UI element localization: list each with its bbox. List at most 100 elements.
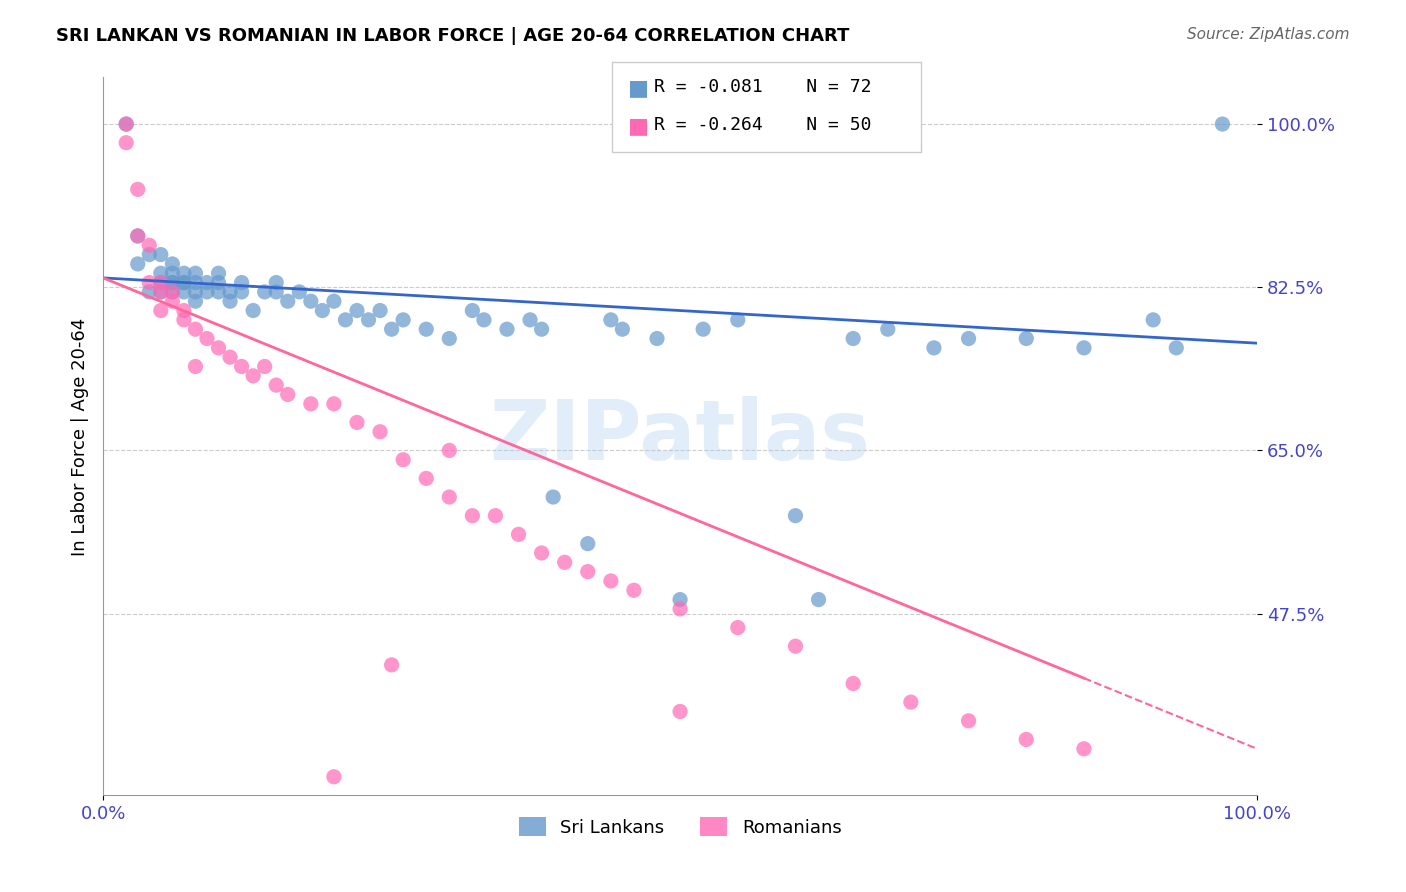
Y-axis label: In Labor Force | Age 20-64: In Labor Force | Age 20-64 <box>72 318 89 556</box>
Point <box>264 285 287 299</box>
Point <box>253 285 276 299</box>
Point <box>669 602 692 616</box>
Point <box>231 359 253 374</box>
Text: ZIPatlas: ZIPatlas <box>489 396 870 477</box>
Point <box>599 574 621 588</box>
Point <box>392 452 415 467</box>
Point <box>508 527 530 541</box>
Point <box>599 313 621 327</box>
Point <box>368 303 391 318</box>
Point <box>842 332 865 346</box>
Point <box>173 303 195 318</box>
Point <box>219 350 242 364</box>
Point <box>612 322 634 336</box>
Point <box>173 285 195 299</box>
Point <box>727 621 749 635</box>
Point <box>127 229 149 244</box>
Point <box>335 313 357 327</box>
Point <box>1073 341 1095 355</box>
Point <box>138 238 160 252</box>
Point <box>231 276 253 290</box>
Point <box>368 425 391 439</box>
Point <box>115 117 138 131</box>
Point <box>357 313 380 327</box>
Point <box>530 322 553 336</box>
Point <box>541 490 564 504</box>
Point <box>115 136 138 150</box>
Point <box>322 294 344 309</box>
Point <box>184 322 207 336</box>
Point <box>554 555 576 569</box>
Point <box>149 303 172 318</box>
Text: Source: ZipAtlas.com: Source: ZipAtlas.com <box>1187 27 1350 42</box>
Point <box>645 332 668 346</box>
Point <box>242 303 264 318</box>
Point <box>727 313 749 327</box>
Point <box>1211 117 1233 131</box>
Point <box>127 229 149 244</box>
Point <box>530 546 553 560</box>
Point <box>138 276 160 290</box>
Point <box>149 276 172 290</box>
Point <box>184 294 207 309</box>
Point <box>1166 341 1188 355</box>
Legend: Sri Lankans, Romanians: Sri Lankans, Romanians <box>512 810 849 844</box>
Point <box>484 508 506 523</box>
Point <box>922 341 945 355</box>
Point <box>472 313 495 327</box>
Point <box>149 276 172 290</box>
Point <box>207 285 229 299</box>
Point <box>576 565 599 579</box>
Point <box>219 285 242 299</box>
Point <box>1015 732 1038 747</box>
Point <box>231 285 253 299</box>
Point <box>162 285 184 299</box>
Point <box>264 378 287 392</box>
Point <box>138 285 160 299</box>
Point <box>496 322 519 336</box>
Point <box>184 359 207 374</box>
Text: ■: ■ <box>628 116 650 136</box>
Point <box>127 182 149 196</box>
Point <box>195 332 218 346</box>
Point <box>277 294 299 309</box>
Point <box>311 303 333 318</box>
Point <box>264 276 287 290</box>
Point <box>277 387 299 401</box>
Point <box>162 294 184 309</box>
Point <box>127 257 149 271</box>
Point <box>785 508 807 523</box>
Point <box>173 313 195 327</box>
Point <box>219 294 242 309</box>
Point <box>162 276 184 290</box>
Point <box>184 266 207 280</box>
Point <box>195 285 218 299</box>
Point <box>842 676 865 690</box>
Point <box>381 657 404 672</box>
Point <box>207 276 229 290</box>
Point <box>242 368 264 383</box>
Point <box>299 397 322 411</box>
Point <box>876 322 898 336</box>
Point <box>115 117 138 131</box>
Point <box>149 247 172 261</box>
Point <box>807 592 830 607</box>
Point <box>184 285 207 299</box>
Point <box>381 322 404 336</box>
Point <box>439 443 461 458</box>
Point <box>692 322 714 336</box>
Point <box>1142 313 1164 327</box>
Point <box>346 416 368 430</box>
Point <box>253 359 276 374</box>
Text: R = -0.264    N = 50: R = -0.264 N = 50 <box>654 116 872 134</box>
Point <box>957 714 980 728</box>
Point <box>162 257 184 271</box>
Point <box>149 285 172 299</box>
Point <box>207 341 229 355</box>
Point <box>162 276 184 290</box>
Point <box>1015 332 1038 346</box>
Point <box>623 583 645 598</box>
Text: SRI LANKAN VS ROMANIAN IN LABOR FORCE | AGE 20-64 CORRELATION CHART: SRI LANKAN VS ROMANIAN IN LABOR FORCE | … <box>56 27 849 45</box>
Point <box>439 332 461 346</box>
Point <box>288 285 311 299</box>
